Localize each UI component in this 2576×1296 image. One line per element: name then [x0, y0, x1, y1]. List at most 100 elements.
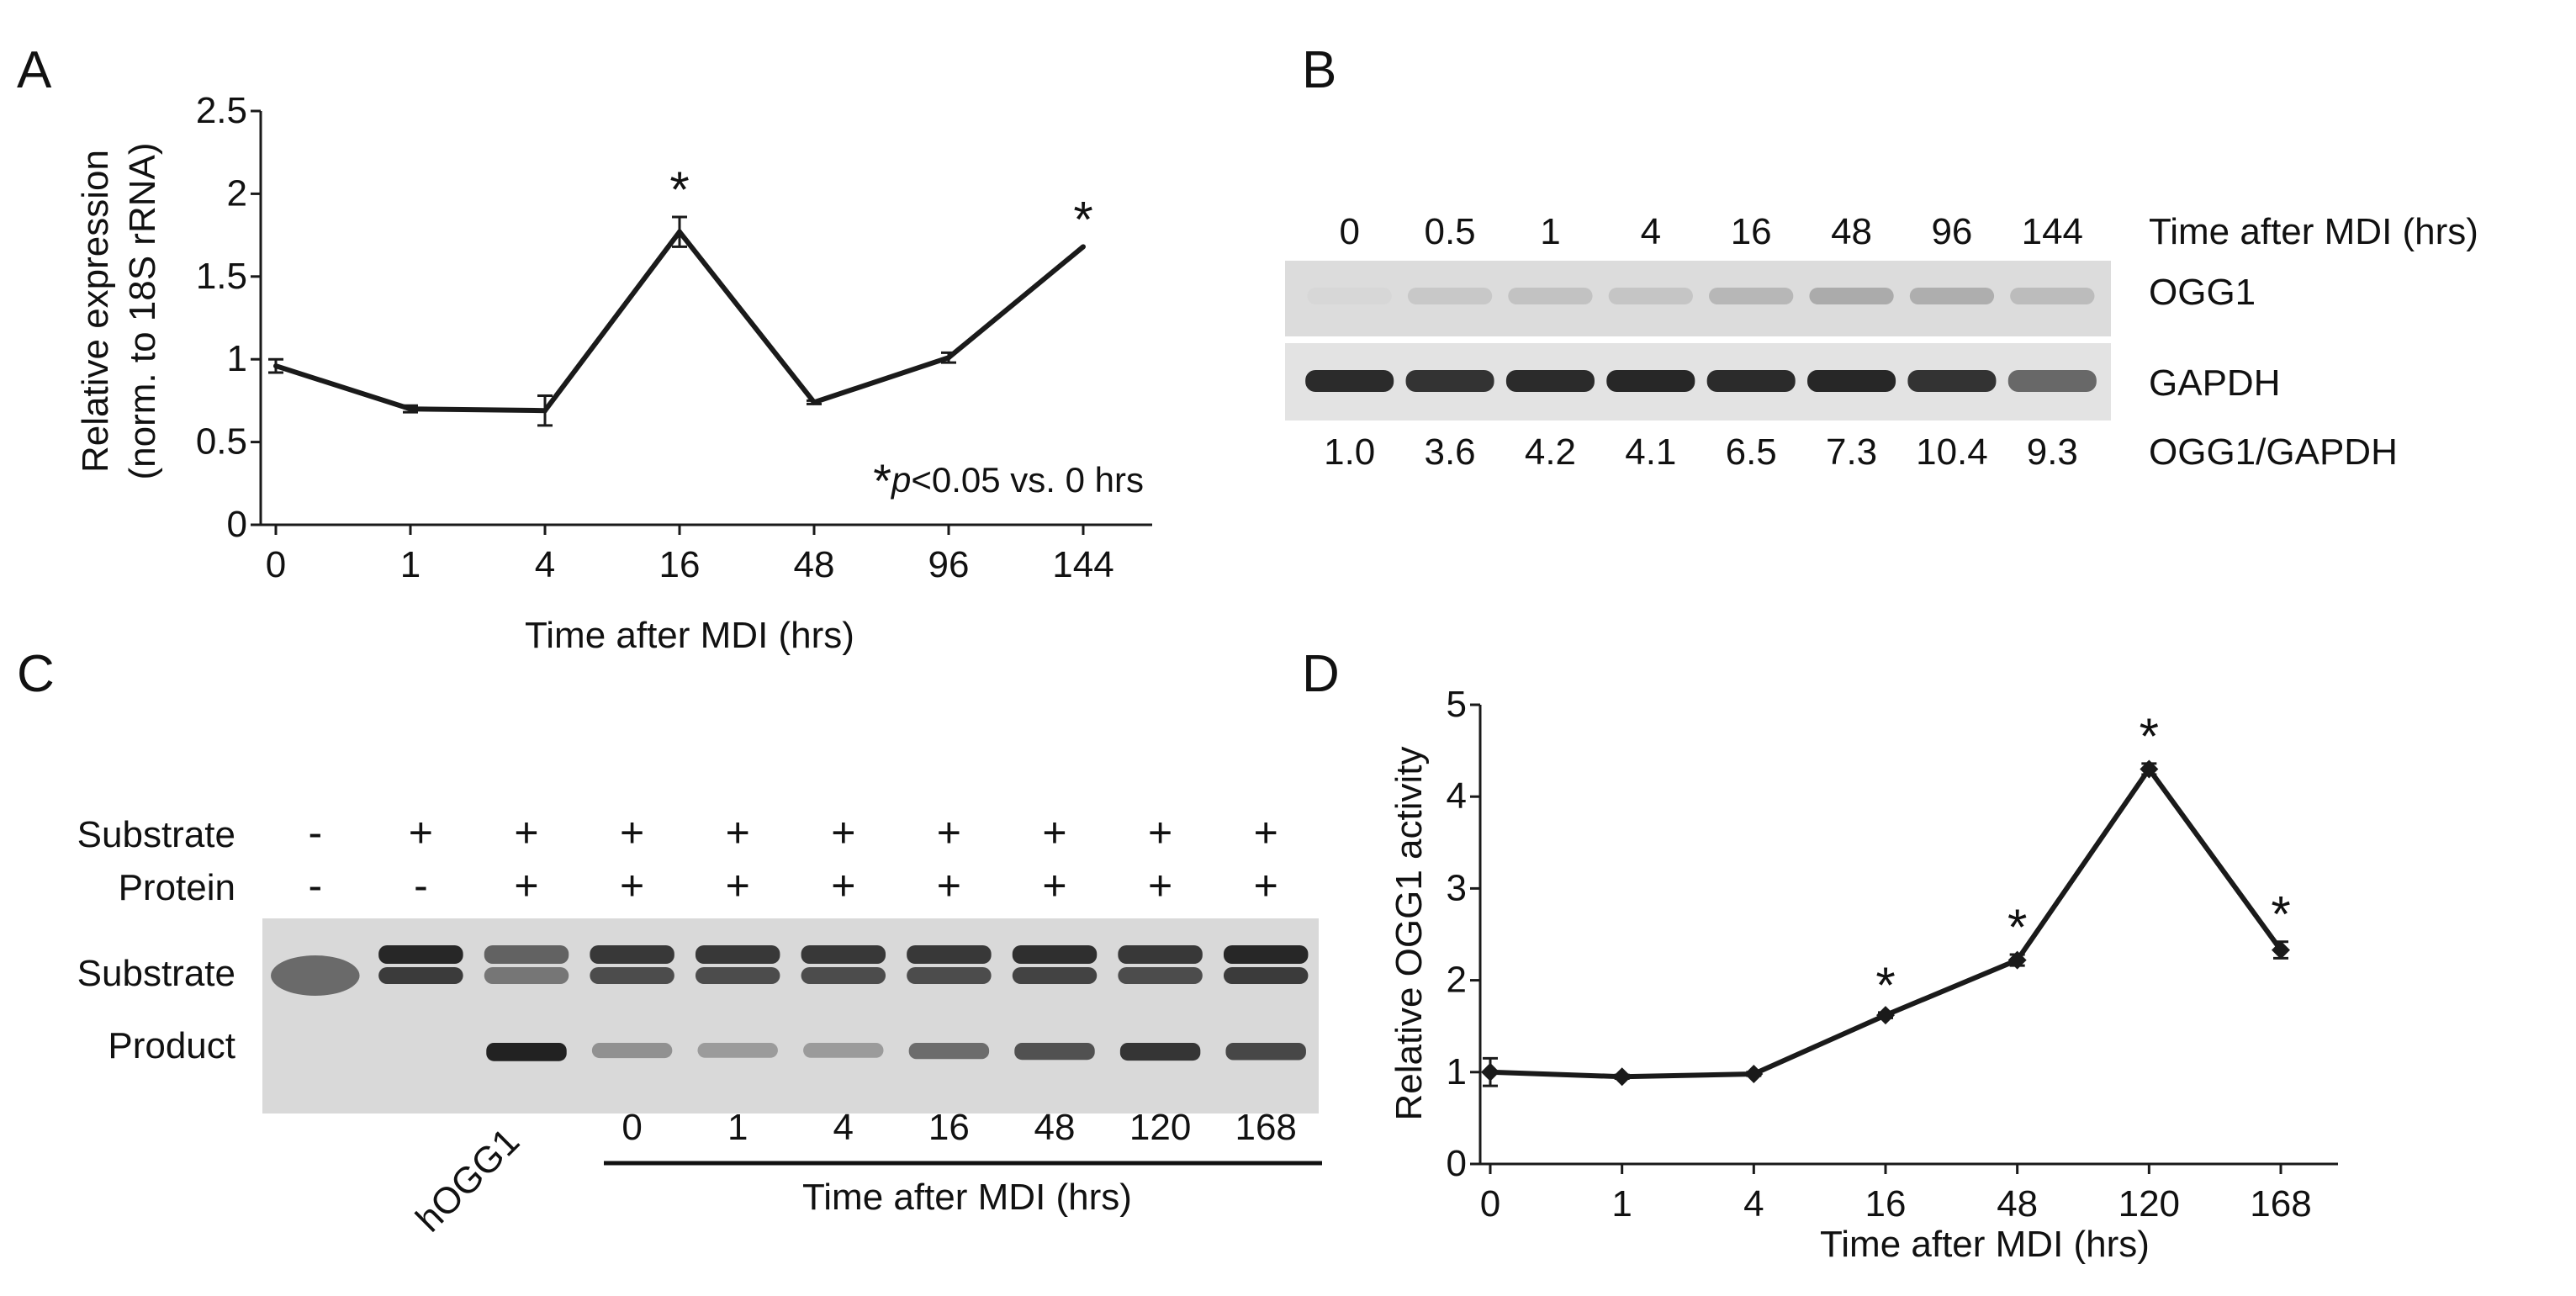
gel-protein-sign: -	[308, 862, 322, 909]
gel-substrate-band-lower	[484, 967, 569, 984]
significance-star: *	[669, 161, 689, 218]
blot-lane-label: 96	[1931, 211, 1972, 252]
gel-substrate-band	[907, 945, 992, 964]
blot-ratio-value: 6.5	[1726, 431, 1777, 473]
x-tick-label: 1	[400, 544, 421, 585]
data-point	[1481, 1062, 1500, 1082]
panel-b-letter: B	[1302, 41, 1336, 99]
gel-substrate-band-lower	[378, 967, 463, 984]
gel-substrate-band-lower	[695, 967, 780, 984]
blot-lane-label: 1	[1540, 211, 1560, 252]
chart-a-xlabel: Time after MDI (hrs)	[525, 615, 854, 656]
y-tick-label: 1.5	[196, 256, 247, 297]
gapdh-band	[1305, 370, 1394, 392]
gel-protein-sign: +	[1254, 862, 1278, 909]
western-blot-panel: Time after MDI (hrs) OGG1 GAPDH OGG1/GAP…	[1285, 211, 2478, 473]
gel-panel: Substrate Protein Substrate Product hOGG…	[77, 809, 1322, 1240]
significance-star: *	[2271, 886, 2290, 943]
chart-a-annotation: *p<0.05 vs. 0 hrs	[873, 454, 1144, 507]
significance-star: *	[2140, 708, 2159, 764]
gel-product-band	[591, 1043, 673, 1059]
gapdh-band	[1606, 370, 1695, 392]
y-tick-label: 2.5	[196, 90, 247, 131]
gel-product-band	[1119, 1043, 1201, 1061]
y-tick-label: 5	[1447, 684, 1467, 725]
significance-star: *	[1875, 957, 1895, 1013]
ogg1-band	[1709, 288, 1794, 304]
gel-protein-sign: +	[1042, 862, 1066, 909]
gapdh-band	[1907, 370, 1997, 392]
gel-substrate-band-lower	[590, 967, 674, 984]
significance-star: *	[1073, 191, 1092, 247]
gel-substrate-sign: +	[937, 809, 961, 856]
blot-ogg1-label: OGG1	[2149, 272, 2256, 313]
series-line	[275, 227, 1085, 414]
blot-ratio-value: 4.1	[1625, 431, 1676, 473]
y-tick-label: 1	[227, 338, 247, 379]
blot-lane-label: 0	[1339, 211, 1359, 252]
gel-protein-sign: +	[1148, 862, 1172, 909]
blot-ratio-value: 7.3	[1826, 431, 1877, 473]
y-tick-label: 0.5	[196, 421, 247, 463]
chart-a-ylabel: Relative expression	[75, 150, 116, 473]
y-tick-label: 2	[1447, 960, 1467, 1001]
gel-time-lane-label: 168	[1235, 1107, 1296, 1148]
gel-time-lane-label: 120	[1129, 1107, 1191, 1148]
panel-d-letter: D	[1302, 645, 1340, 703]
y-tick-label: 0	[227, 504, 247, 545]
gel-substrate-sign: +	[514, 809, 538, 856]
gel-substrate-band-lower	[1223, 967, 1309, 984]
chart-d: Relative OGG1 activity Time after MDI (h…	[1389, 684, 2338, 1265]
gel-substrate-sign: +	[1254, 809, 1278, 856]
gel-product-band	[803, 1043, 884, 1058]
gel-substrate-band-label: Substrate	[77, 953, 235, 994]
gel-product-band	[486, 1043, 567, 1061]
chart-a-ylabel-2: (norm. to 18S rRNA)	[122, 143, 163, 480]
gel-protein-sign: +	[620, 862, 644, 909]
gel-product-band	[697, 1043, 778, 1058]
x-tick-label: 144	[1052, 544, 1113, 585]
x-tick-label: 120	[2118, 1183, 2180, 1225]
x-tick-label: 0	[1480, 1183, 1500, 1225]
blot-lane-label: 16	[1731, 211, 1772, 252]
gel-substrate-band-lower	[801, 967, 886, 984]
blot-ratio-value: 4.2	[1525, 431, 1576, 473]
blot-time-header: Time after MDI (hrs)	[2149, 211, 2478, 252]
ogg1-band	[1508, 288, 1593, 304]
blot-ratio-value: 10.4	[1916, 431, 1988, 473]
data-point	[1744, 1064, 1764, 1083]
blot-ratio-value: 1.0	[1324, 431, 1375, 473]
panel-c-letter: C	[17, 645, 55, 703]
gel-protein-sign: -	[414, 862, 428, 909]
gel-product-band	[908, 1043, 990, 1060]
gapdh-band	[1505, 370, 1595, 392]
data-point	[273, 363, 278, 369]
gel-protein-sign: +	[937, 862, 961, 909]
gel-substrate-band	[484, 945, 569, 964]
gel-protein-row-label: Protein	[119, 867, 235, 908]
gel-substrate-band	[271, 955, 360, 996]
gel-product-band	[1225, 1043, 1306, 1061]
data-point	[812, 399, 817, 405]
gel-substrate-band	[1223, 945, 1309, 964]
gapdh-band	[1807, 370, 1896, 392]
blot-lane-label: 4	[1641, 211, 1661, 252]
ogg1-band	[1307, 288, 1392, 304]
gel-substrate-band	[801, 945, 886, 964]
data-point	[2140, 759, 2159, 779]
gel-protein-sign: +	[726, 862, 750, 909]
gel-substrate-sign: -	[308, 809, 322, 856]
gel-substrate-band	[695, 945, 780, 964]
data-point	[2007, 950, 2027, 970]
chart-d-xlabel: Time after MDI (hrs)	[1820, 1224, 2150, 1265]
x-tick-label: 0	[266, 544, 286, 585]
ogg1-band	[2010, 288, 2095, 304]
gel-substrate-sign: +	[620, 809, 644, 856]
x-tick-label: 16	[1865, 1183, 1907, 1225]
gel-time-lane-label: 4	[833, 1107, 854, 1148]
gel-time-lane-label: 16	[928, 1107, 970, 1148]
strip-gap	[1285, 336, 2111, 343]
data-point	[542, 408, 547, 414]
data-point	[408, 406, 413, 412]
chart-a: Relative expression (norm. to 18S rRNA) …	[75, 90, 1152, 656]
